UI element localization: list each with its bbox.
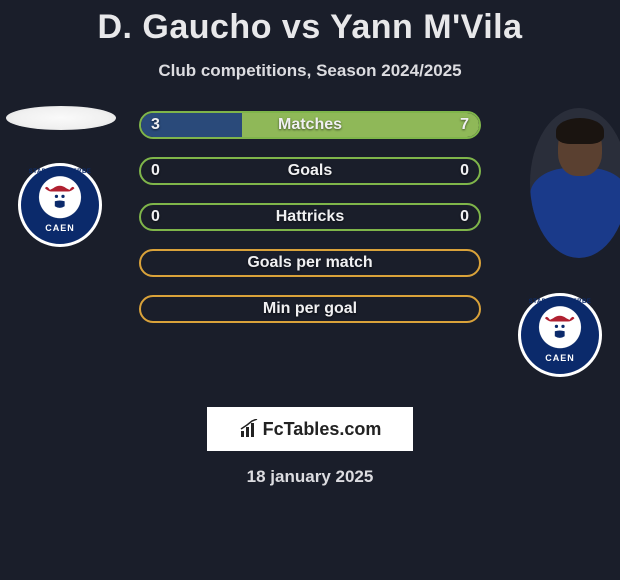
- bar-label: Goals: [141, 162, 479, 180]
- bar-value-right: 0: [460, 162, 469, 180]
- bar-label: Goals per match: [141, 254, 479, 272]
- crest-circle: STADE MALHERBE CAEN: [18, 163, 102, 247]
- avatar-shirt: [530, 168, 620, 258]
- crest-circle: STADE MALHERBE CAEN: [518, 293, 602, 377]
- viking-icon: [541, 310, 578, 343]
- bar-label: Hattricks: [141, 208, 479, 226]
- stat-bar: Min per goal: [139, 295, 481, 323]
- bar-value-right: 7: [460, 116, 469, 134]
- stat-bar: Goals per match: [139, 249, 481, 277]
- stat-bar: 0Goals0: [139, 157, 481, 185]
- stat-bar: 3Matches7: [139, 111, 481, 139]
- crest-team-name: CAEN: [521, 353, 599, 363]
- player-left-crest: STADE MALHERBE CAEN: [18, 163, 102, 247]
- player-right-crest: STADE MALHERBE CAEN: [518, 293, 602, 377]
- bar-label: Min per goal: [141, 300, 479, 318]
- crest-arc-text: STADE MALHERBE: [521, 299, 599, 305]
- logo-text: FcTables.com: [263, 419, 382, 440]
- date-label: 18 january 2025: [0, 467, 620, 487]
- player-left-avatar: [6, 106, 116, 130]
- crest-team-name: CAEN: [21, 223, 99, 233]
- source-logo: FcTables.com: [207, 407, 413, 451]
- player-right-avatar: [530, 108, 620, 258]
- crest-arc-text: STADE MALHERBE: [21, 169, 99, 175]
- chart-icon: [239, 419, 259, 439]
- avatar-hair: [556, 118, 604, 144]
- viking-icon: [41, 180, 78, 213]
- stat-bars: 3Matches70Goals00Hattricks0Goals per mat…: [139, 111, 481, 341]
- bar-label: Matches: [141, 116, 479, 134]
- comparison-infographic: D. Gaucho vs Yann M'Vila Club competitio…: [0, 0, 620, 487]
- stat-bar: 0Hattricks0: [139, 203, 481, 231]
- bar-value-right: 0: [460, 208, 469, 226]
- main-area: STADE MALHERBE CAEN STADE MALHERBE: [0, 111, 620, 391]
- page-title: D. Gaucho vs Yann M'Vila: [0, 8, 620, 47]
- subtitle: Club competitions, Season 2024/2025: [0, 61, 620, 81]
